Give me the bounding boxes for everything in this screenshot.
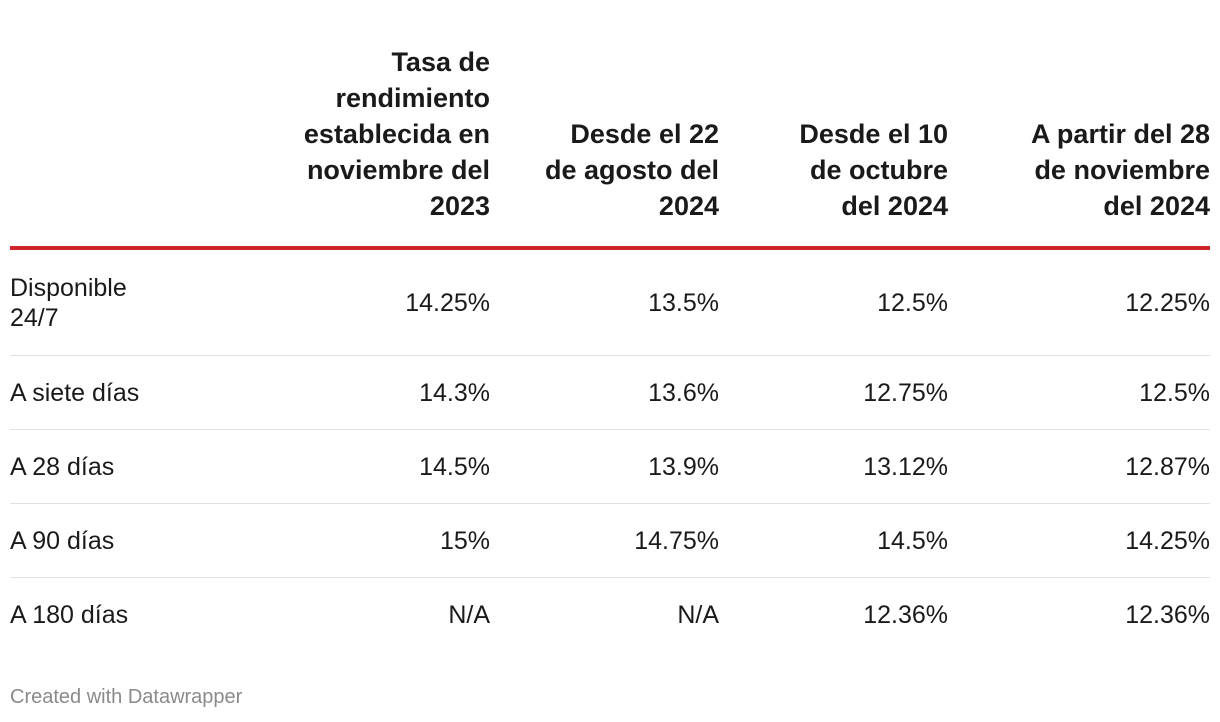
header-cell-nov-2023: Tasa de rendimiento establecida en novie…: [160, 44, 490, 250]
table-cell: 14.75%: [490, 503, 719, 578]
table-cell: N/A: [448, 600, 490, 629]
table-cell: 13.9%: [490, 429, 719, 504]
table-cell: 12.25%: [948, 248, 1210, 356]
table-cell: 12.75%: [719, 355, 948, 430]
header-cell-nov-2024: A partir del 28 de noviembre del 2024: [948, 44, 1210, 250]
table-cell: 12.5%: [948, 355, 1210, 430]
table-cell: 12.87%: [948, 429, 1210, 504]
row-label: A 28 días: [10, 429, 160, 504]
table-cell: 13.5%: [490, 248, 719, 356]
table-cell: 14.3%: [160, 355, 490, 430]
table-row: Disponible 24/7 14.25% 13.5% 12.5% 12.25…: [10, 248, 1210, 356]
row-label: A siete días: [10, 355, 160, 430]
header-text-nov-2024: A partir del 28 de noviembre del 2024: [1030, 119, 1210, 221]
table-cell: 14.5%: [160, 429, 490, 504]
header-row: Tasa de rendimiento establecida en novie…: [10, 44, 1210, 250]
rates-table-container: Tasa de rendimiento establecida en novie…: [10, 44, 1210, 651]
table-row: A siete días 14.3% 13.6% 12.75% 12.5%: [10, 355, 1210, 430]
table-cell: 13.12%: [719, 429, 948, 504]
header-text-aug-2024: Desde el 22 de agosto del 2024: [544, 119, 719, 221]
row-label: A 90 días: [10, 503, 160, 578]
header-cell-oct-2024: Desde el 10 de octubre del 2024: [719, 44, 948, 250]
table-cell: 15%: [160, 503, 490, 578]
header-text-nov-2023: Tasa de rendimiento establecida en novie…: [303, 47, 490, 221]
table-cell: 12.36%: [1125, 600, 1210, 629]
table-row: A 28 días 14.5% 13.9% 13.12% 12.87%: [10, 429, 1210, 504]
header-cell-label: [10, 44, 160, 250]
table-cell: 12.36%: [863, 600, 948, 629]
header-cell-aug-2024: Desde el 22 de agosto del 2024: [490, 44, 719, 250]
table-cell: N/A: [677, 600, 719, 629]
row-label: A 180 días: [10, 600, 129, 629]
table-row: A 90 días 15% 14.75% 14.5% 14.25%: [10, 503, 1210, 578]
table-cell: 14.25%: [948, 503, 1210, 578]
table-cell: 12.5%: [719, 248, 948, 356]
table-cell: 14.5%: [719, 503, 948, 578]
datawrapper-credit[interactable]: Created with Datawrapper: [10, 686, 243, 708]
table-cell: 13.6%: [490, 355, 719, 430]
table-cell: 14.25%: [160, 248, 490, 356]
header-text-oct-2024: Desde el 10 de octubre del 2024: [799, 119, 948, 221]
rates-table: Tasa de rendimiento establecida en novie…: [10, 44, 1210, 651]
row-label: Disponible 24/7: [10, 248, 160, 356]
table-header: Tasa de rendimiento establecida en novie…: [10, 44, 1210, 250]
table-row: A 180 días N/A N/A 12.36% 12.36%: [10, 578, 1210, 652]
table-body: Disponible 24/7 14.25% 13.5% 12.5% 12.25…: [10, 248, 1210, 651]
